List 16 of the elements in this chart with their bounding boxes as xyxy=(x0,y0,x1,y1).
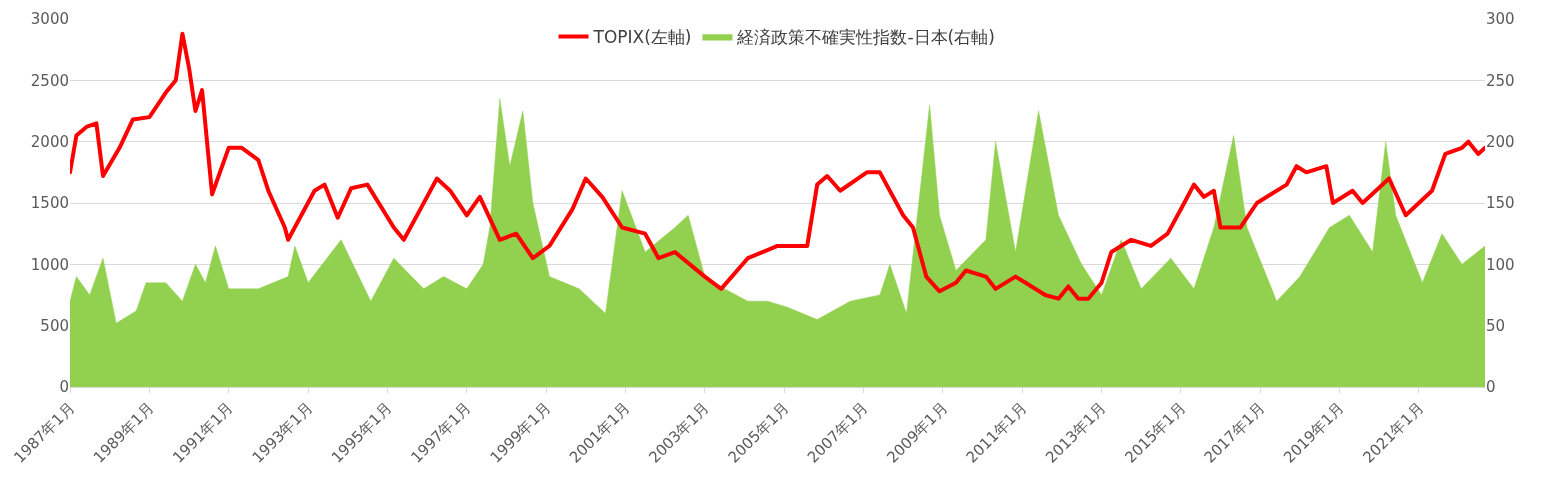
y-tick-label: 0 xyxy=(59,378,69,397)
y2-tick-label: 150 xyxy=(1486,194,1515,213)
y-tick-label: 1500 xyxy=(30,194,69,213)
y2-tick-label: 50 xyxy=(1486,316,1506,335)
y-tick-label: 1000 xyxy=(30,255,69,274)
y2-tick-label: 200 xyxy=(1486,132,1515,151)
y2-tick-label: 300 xyxy=(1486,10,1515,29)
y2-tick-label: 100 xyxy=(1486,255,1515,274)
legend-label: TOPIX(左軸) xyxy=(592,27,692,48)
legend-label: 経済政策不確実性指数-日本(右軸) xyxy=(736,27,995,48)
y-tick-label: 3000 xyxy=(30,10,69,29)
y2-tick-label: 250 xyxy=(1486,71,1515,90)
y-tick-label: 2000 xyxy=(30,132,69,151)
y-tick-label: 500 xyxy=(40,316,69,335)
y2-tick-label: 0 xyxy=(1486,378,1496,397)
y-tick-label: 2500 xyxy=(30,71,69,90)
